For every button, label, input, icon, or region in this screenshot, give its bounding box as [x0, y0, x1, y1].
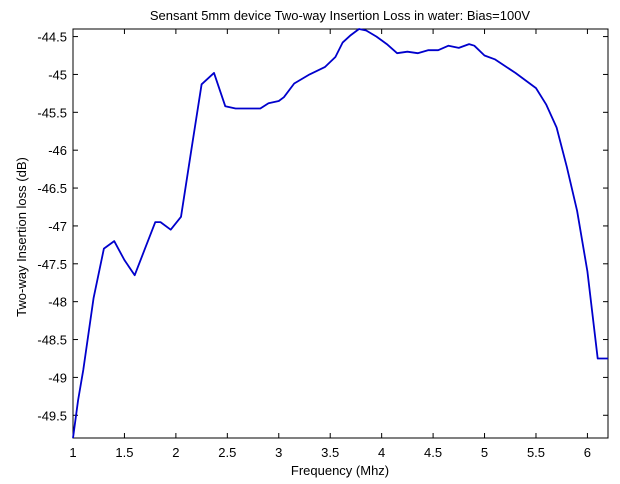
x-tick-label: 3.5	[321, 445, 339, 460]
x-tick-label: 2.5	[218, 445, 236, 460]
x-tick-label: 4.5	[424, 445, 442, 460]
y-tick-label: -48.5	[37, 333, 67, 348]
y-tick-label: -46	[48, 143, 67, 158]
y-tick-label: -48	[48, 295, 67, 310]
series-layer	[72, 28, 608, 439]
x-tick-label: 5.5	[527, 445, 545, 460]
y-axis: -44.5 -45 -45.5 -46 -46.5 -47 -47.5 -48 -48.5 -49…	[37, 30, 608, 423]
x-axis-title: Frequency (Mhz)	[291, 463, 389, 478]
x-tick-label: 3	[275, 445, 282, 460]
chart-title: Sensant 5mm device Two-way Insertion Los…	[150, 8, 531, 23]
series-line	[72, 28, 608, 439]
x-axis: 1 1.5 2 2.5 3 3.5 4 4.5 5 5.5 6	[69, 29, 591, 460]
x-tick-label: 1	[69, 445, 76, 460]
y-tick-label: -47.5	[37, 257, 67, 272]
y-axis-title: Two-way Insertion loss (dB)	[14, 157, 29, 317]
y-tick-label: -49	[48, 370, 67, 385]
x-tick-label: 1.5	[115, 445, 133, 460]
y-tick-label: -46.5	[37, 181, 67, 196]
y-tick-label: -45.5	[37, 105, 67, 120]
plot-area-border	[72, 28, 609, 439]
y-tick-label: -45	[48, 67, 67, 82]
y-tick-label: -44.5	[37, 30, 67, 45]
y-tick-label: -47	[48, 219, 67, 234]
x-tick-label: 6	[584, 445, 591, 460]
x-tick-label: 5	[481, 445, 488, 460]
x-tick-label: 2	[172, 445, 179, 460]
x-tick-label: 4	[378, 445, 385, 460]
plot-frame	[72, 28, 609, 439]
y-tick-label: -49.5	[37, 408, 67, 423]
